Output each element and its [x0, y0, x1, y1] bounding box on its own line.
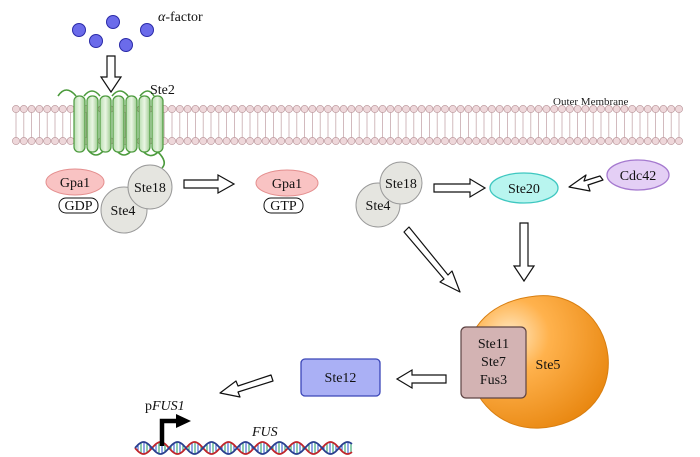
ste4-label-b: Ste4 [366, 199, 391, 214]
dimer-to-ste20-arrow [433, 177, 487, 199]
ste12-to-promoter-arrow [219, 374, 274, 398]
cdc42-label: Cdc42 [620, 169, 657, 184]
ste5-label: Ste5 [536, 358, 561, 373]
ste4-ste18-dimer: Ste4 Ste18 [355, 161, 423, 228]
ste11-label: Ste11 [478, 337, 509, 352]
ste20-to-ste5-arrow [512, 222, 536, 283]
gpa1-gtp-label: Gpa1 [272, 177, 302, 192]
ste20-label: Ste20 [508, 182, 540, 197]
ste18-node-b [379, 161, 423, 205]
ste18-label-b: Ste18 [385, 177, 417, 192]
fus3-label: Fus3 [480, 373, 507, 388]
ste12-label: Ste12 [325, 371, 357, 386]
gpa1-gtp-node [255, 169, 319, 197]
outer-membrane-label: Outer Membrane [553, 96, 629, 108]
mapk-cascade-box [460, 326, 527, 399]
cdc42-to-ste20-arrow [568, 174, 604, 192]
gdp-to-gtp-arrow [183, 173, 236, 195]
gtp-label: GTP [270, 199, 297, 214]
gpa1-gtp-complex: Gpa1 GTP [255, 169, 319, 214]
gpa1-gdp-label: Gpa1 [60, 176, 90, 191]
transcription-start-arrow [159, 418, 178, 446]
ste20-node [489, 172, 559, 204]
dimer-to-ste5-arrow [403, 226, 461, 293]
ligand-to-receptor-arrow [99, 55, 123, 94]
promoter-gene: FUS1 [151, 399, 185, 414]
dna-double-helix [134, 441, 353, 455]
alpha-factor-label: α-factor [158, 10, 203, 25]
gdp-label: GDP [64, 199, 92, 214]
ste18-label-a: Ste18 [134, 181, 166, 196]
cdc42-node [606, 159, 670, 191]
pfus1-label: pFUS1 [145, 399, 185, 414]
ste4-label-a: Ste4 [111, 204, 136, 219]
ste7-label: Ste7 [481, 355, 506, 370]
alpha-factor-text: -factor [165, 10, 203, 25]
alpha-symbol: α [158, 10, 166, 25]
gpa1-gdp-node [45, 168, 105, 196]
transcription-start-arrowhead [176, 414, 191, 428]
cascade-to-ste12-arrow [395, 368, 447, 390]
ste2-label: Ste2 [150, 83, 175, 98]
ste12-node [300, 358, 381, 397]
alpha-factor-molecules [72, 15, 154, 52]
fus-gene-label: FUS [251, 425, 278, 440]
ste18-node-a [127, 164, 173, 210]
gtp-box [263, 197, 304, 214]
g-protein-gdp-complex: Gpa1 GDP Ste4 Ste18 [45, 164, 173, 234]
ste2-receptor [57, 89, 166, 169]
promoter-prefix: p [145, 399, 152, 414]
gdp-box [58, 197, 99, 214]
